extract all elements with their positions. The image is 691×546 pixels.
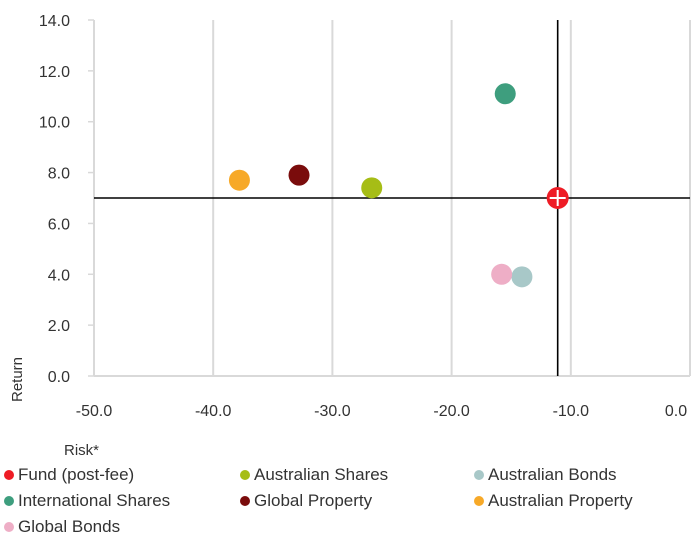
y-tick-label: 8.0 <box>48 166 70 183</box>
y-tick-label: 14.0 <box>39 13 70 30</box>
x-tick-label: 0.0 <box>665 403 687 420</box>
reference-lines <box>94 20 690 376</box>
point-global-bonds <box>491 263 513 285</box>
x-tick-label: -50.0 <box>76 403 113 420</box>
legend-item-global-property: Global Property <box>240 491 372 511</box>
point-australian-property <box>228 169 250 191</box>
point-australian-bonds <box>511 266 533 288</box>
legend-marker <box>240 470 250 480</box>
point-global-property <box>288 164 310 186</box>
legend-label: Global Bonds <box>18 517 121 536</box>
y-tick-label: 4.0 <box>48 267 70 284</box>
y-tick-label: 12.0 <box>39 64 70 81</box>
legend-item-australian-bonds: Australian Bonds <box>474 465 617 485</box>
x-tick-label: -20.0 <box>433 403 470 420</box>
legend-label: Australian Bonds <box>488 465 617 484</box>
legend-item-australian-shares: Australian Shares <box>240 465 388 485</box>
point-australian-shares <box>361 177 383 199</box>
point-fund-post-fee <box>546 187 569 209</box>
legend-marker <box>474 470 484 480</box>
data-points <box>228 83 569 288</box>
scatter-chart: 0.0 2.0 4.0 6.0 8.0 10.0 12.0 14.0 -50.0 -40.0 -3… <box>9 13 691 459</box>
legend-marker <box>4 470 14 480</box>
legend-row: Fund (post-fee) Australian Shares Australi… <box>4 465 684 491</box>
x-tick-label: -40.0 <box>195 403 232 420</box>
x-tick-label: -30.0 <box>314 403 351 420</box>
legend-row: International Shares Global Property Austr… <box>4 491 684 517</box>
point-international-shares <box>494 83 516 105</box>
legend: Fund (post-fee) Australian Shares Australi… <box>4 465 684 543</box>
legend-marker <box>240 496 250 506</box>
y-tick-label: 0.0 <box>48 369 70 386</box>
legend-label: Australian Shares <box>254 465 389 484</box>
y-tick-label: 6.0 <box>48 216 70 233</box>
legend-item-global-bonds: Global Bonds <box>4 517 120 537</box>
legend-row: Global Bonds <box>4 517 684 543</box>
x-axis-ticks: -50.0 -40.0 -30.0 -20.0 -10.0 0.0 <box>76 403 687 420</box>
x-tick-label: -10.0 <box>553 403 590 420</box>
legend-marker <box>4 496 14 506</box>
y-axis-title: Return <box>9 357 26 402</box>
legend-label: Fund (post-fee) <box>18 465 135 484</box>
legend-label: Global Property <box>254 491 373 510</box>
legend-item-international-shares: International Shares <box>4 491 170 511</box>
legend-label: International Shares <box>18 491 171 510</box>
legend-marker <box>474 496 484 506</box>
y-tick-label: 2.0 <box>48 318 70 335</box>
legend-item-fund-post-fee: Fund (post-fee) <box>4 465 134 485</box>
legend-item-australian-property: Australian Property <box>474 491 633 511</box>
legend-label: Australian Property <box>488 491 633 510</box>
x-axis-title: Risk* <box>64 442 99 459</box>
y-axis-ticks: 0.0 2.0 4.0 6.0 8.0 10.0 12.0 14.0 <box>39 13 94 386</box>
y-tick-label: 10.0 <box>39 115 70 132</box>
legend-marker <box>4 522 14 532</box>
